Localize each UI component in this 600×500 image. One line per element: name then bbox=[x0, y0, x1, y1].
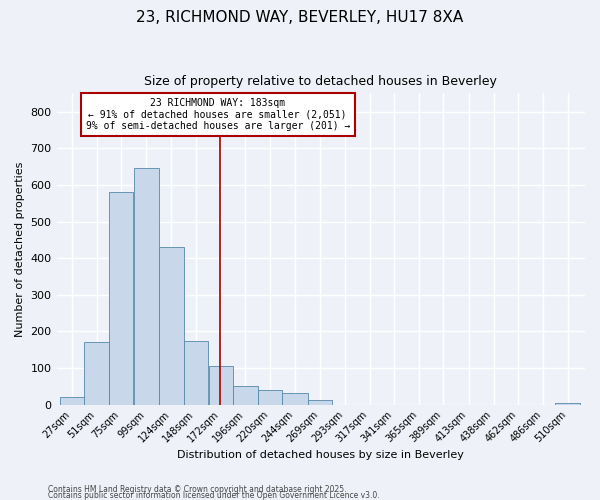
Bar bbox=[308, 400, 332, 404]
Title: Size of property relative to detached houses in Beverley: Size of property relative to detached ho… bbox=[145, 75, 497, 88]
Y-axis label: Number of detached properties: Number of detached properties bbox=[15, 162, 25, 336]
Text: Contains HM Land Registry data © Crown copyright and database right 2025.: Contains HM Land Registry data © Crown c… bbox=[48, 484, 347, 494]
Text: 23 RICHMOND WAY: 183sqm
← 91% of detached houses are smaller (2,051)
9% of semi-: 23 RICHMOND WAY: 183sqm ← 91% of detache… bbox=[86, 98, 350, 131]
Bar bbox=[209, 366, 233, 405]
Bar bbox=[556, 403, 580, 404]
Bar bbox=[283, 392, 308, 404]
Bar bbox=[109, 192, 133, 404]
Bar bbox=[85, 342, 109, 404]
Bar bbox=[233, 386, 257, 404]
Text: Contains public sector information licensed under the Open Government Licence v3: Contains public sector information licen… bbox=[48, 490, 380, 500]
X-axis label: Distribution of detached houses by size in Beverley: Distribution of detached houses by size … bbox=[178, 450, 464, 460]
Bar bbox=[60, 398, 84, 404]
Bar bbox=[258, 390, 282, 404]
Bar bbox=[134, 168, 159, 404]
Text: 23, RICHMOND WAY, BEVERLEY, HU17 8XA: 23, RICHMOND WAY, BEVERLEY, HU17 8XA bbox=[136, 10, 464, 25]
Bar bbox=[160, 247, 184, 404]
Bar bbox=[184, 340, 208, 404]
